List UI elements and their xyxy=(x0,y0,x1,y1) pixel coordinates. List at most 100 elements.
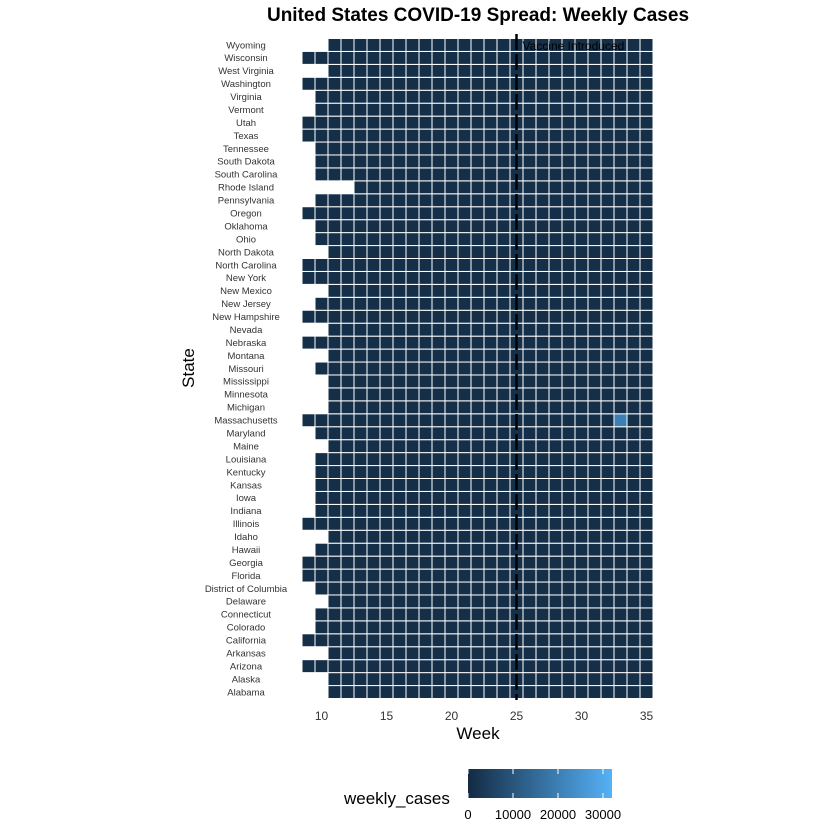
heatmap-cell xyxy=(587,400,602,415)
heatmap-cell xyxy=(444,322,459,337)
heatmap-cell xyxy=(639,76,654,91)
heatmap-cell xyxy=(561,322,576,337)
heatmap-cell xyxy=(418,400,433,415)
heatmap-cell xyxy=(600,76,615,91)
heatmap-cell xyxy=(574,270,589,285)
heatmap-cell xyxy=(639,361,654,376)
heatmap-cell xyxy=(470,581,485,596)
heatmap-cell xyxy=(457,283,472,298)
heatmap-cell xyxy=(353,439,368,454)
heatmap-cell xyxy=(366,193,381,208)
heatmap-cell xyxy=(379,620,394,635)
heatmap-cell xyxy=(470,335,485,350)
heatmap-cell xyxy=(392,555,407,570)
heatmap-cell xyxy=(444,206,459,221)
heatmap-cell xyxy=(535,607,550,622)
heatmap-cell xyxy=(574,400,589,415)
heatmap-cell xyxy=(379,89,394,104)
heatmap-cell xyxy=(600,413,615,428)
heatmap-cell xyxy=(366,50,381,65)
state-label: Washington xyxy=(221,79,271,90)
heatmap-cell xyxy=(626,38,641,52)
heatmap-cell xyxy=(431,594,446,609)
heatmap-cell xyxy=(327,374,342,389)
x-tick-label: 25 xyxy=(510,709,524,723)
heatmap-cell xyxy=(405,400,420,415)
heatmap-cell xyxy=(613,232,628,247)
heatmap-cell xyxy=(353,89,368,104)
state-label: Hawaii xyxy=(232,545,261,556)
heatmap-cell xyxy=(535,659,550,674)
heatmap-cell xyxy=(574,465,589,479)
heatmap-cell xyxy=(574,387,589,402)
heatmap-cell xyxy=(327,516,342,531)
heatmap-cell xyxy=(353,245,368,259)
heatmap-cell xyxy=(366,38,381,52)
heatmap-cell xyxy=(548,581,563,596)
heatmap-cell xyxy=(587,50,602,65)
heatmap-cell xyxy=(405,439,420,454)
heatmap-cell xyxy=(366,672,381,687)
heatmap-cell xyxy=(301,633,316,648)
heatmap-cell xyxy=(535,309,550,324)
heatmap-cell xyxy=(548,426,563,441)
heatmap-cell xyxy=(639,309,654,324)
heatmap-cell xyxy=(353,672,368,687)
heatmap-cell xyxy=(626,296,641,311)
state-label: Louisiana xyxy=(226,454,267,465)
heatmap-cell xyxy=(392,387,407,402)
heatmap-cell xyxy=(340,426,355,441)
heatmap-cell xyxy=(470,232,485,247)
heatmap-cell xyxy=(548,89,563,104)
heatmap-cell xyxy=(314,296,329,311)
heatmap-cell xyxy=(392,659,407,674)
heatmap-cell xyxy=(392,167,407,182)
heatmap-cell xyxy=(613,141,628,156)
heatmap-cell xyxy=(587,568,602,583)
state-label: Mississippi xyxy=(223,377,269,388)
heatmap-cell xyxy=(548,672,563,687)
heatmap-cell xyxy=(353,581,368,596)
heatmap-cell xyxy=(626,633,641,648)
legend-tick-label: 30000 xyxy=(585,807,621,822)
heatmap-cell xyxy=(522,219,537,234)
heatmap-cell xyxy=(405,309,420,324)
state-label: California xyxy=(226,636,267,647)
heatmap-cell xyxy=(483,258,498,272)
heatmap-cell xyxy=(327,581,342,596)
heatmap-cell xyxy=(366,374,381,389)
heatmap-cell xyxy=(431,646,446,661)
heatmap-cell xyxy=(548,154,563,169)
heatmap-cell xyxy=(587,193,602,208)
heatmap-cell xyxy=(353,490,368,505)
heatmap-cell xyxy=(561,503,576,518)
heatmap-cell xyxy=(340,206,355,221)
heatmap-cell xyxy=(496,387,511,402)
heatmap-cell xyxy=(600,50,615,65)
heatmap-cell xyxy=(535,516,550,531)
heatmap-cell xyxy=(483,685,498,699)
heatmap-cell xyxy=(444,439,459,454)
heatmap-cell xyxy=(431,633,446,648)
heatmap-cell xyxy=(561,348,576,363)
heatmap-cell xyxy=(340,232,355,247)
heatmap-cell xyxy=(574,219,589,234)
heatmap-cell xyxy=(444,568,459,583)
heatmap-cell xyxy=(379,219,394,234)
heatmap-cell xyxy=(379,102,394,117)
heatmap-cell xyxy=(561,426,576,441)
state-label: Kentucky xyxy=(226,467,265,478)
heatmap-cell xyxy=(535,154,550,169)
heatmap-cell xyxy=(457,180,472,195)
heatmap-cell xyxy=(561,568,576,583)
heatmap-cell xyxy=(457,581,472,596)
heatmap-cell xyxy=(366,452,381,467)
heatmap-cell xyxy=(496,361,511,376)
heatmap-cell xyxy=(626,490,641,505)
heatmap-cell xyxy=(353,594,368,609)
heatmap-cell xyxy=(535,348,550,363)
heatmap-cell xyxy=(379,63,394,78)
heatmap-cell xyxy=(444,607,459,622)
heatmap-cell xyxy=(574,542,589,557)
heatmap-cell xyxy=(405,646,420,661)
